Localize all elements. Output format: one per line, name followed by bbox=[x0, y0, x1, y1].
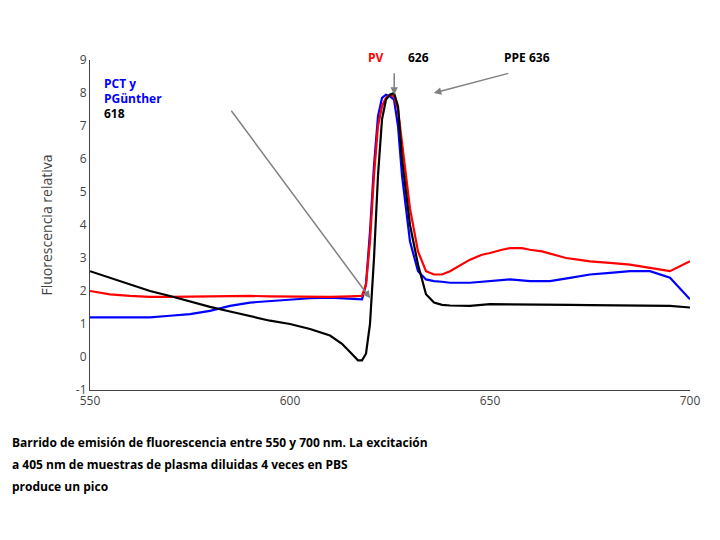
svg-text:PPE 636: PPE 636 bbox=[504, 49, 550, 66]
svg-text:2: 2 bbox=[80, 282, 87, 299]
svg-text:0: 0 bbox=[80, 348, 87, 365]
svg-text:a 405 nm de muestras de plasma: a 405 nm de muestras de plasma diluidas … bbox=[12, 456, 348, 473]
svg-text:PCT y: PCT y bbox=[104, 75, 136, 92]
svg-text:626: 626 bbox=[408, 49, 429, 66]
svg-text:7: 7 bbox=[80, 117, 87, 134]
svg-text:Fluorescencia relativa: Fluorescencia relativa bbox=[37, 154, 56, 295]
svg-text:4: 4 bbox=[80, 216, 87, 233]
svg-text:618: 618 bbox=[104, 105, 125, 122]
svg-text:650: 650 bbox=[480, 392, 501, 409]
svg-text:700: 700 bbox=[680, 392, 701, 409]
svg-text:6: 6 bbox=[80, 150, 87, 167]
svg-text:1: 1 bbox=[80, 315, 87, 332]
svg-text:550: 550 bbox=[80, 392, 101, 409]
svg-text:PV: PV bbox=[368, 49, 384, 66]
svg-text:PGünther: PGünther bbox=[104, 90, 162, 107]
svg-text:3: 3 bbox=[80, 249, 87, 266]
svg-text:Barrido de emisión de fluoresc: Barrido de emisión de fluorescencia entr… bbox=[12, 434, 428, 451]
svg-text:600: 600 bbox=[280, 392, 301, 409]
svg-text:8: 8 bbox=[80, 84, 87, 101]
svg-text:5: 5 bbox=[80, 183, 87, 200]
svg-text:produce un pico: produce un pico bbox=[12, 478, 108, 495]
svg-text:-1: -1 bbox=[76, 381, 87, 398]
svg-text:9: 9 bbox=[80, 51, 87, 68]
